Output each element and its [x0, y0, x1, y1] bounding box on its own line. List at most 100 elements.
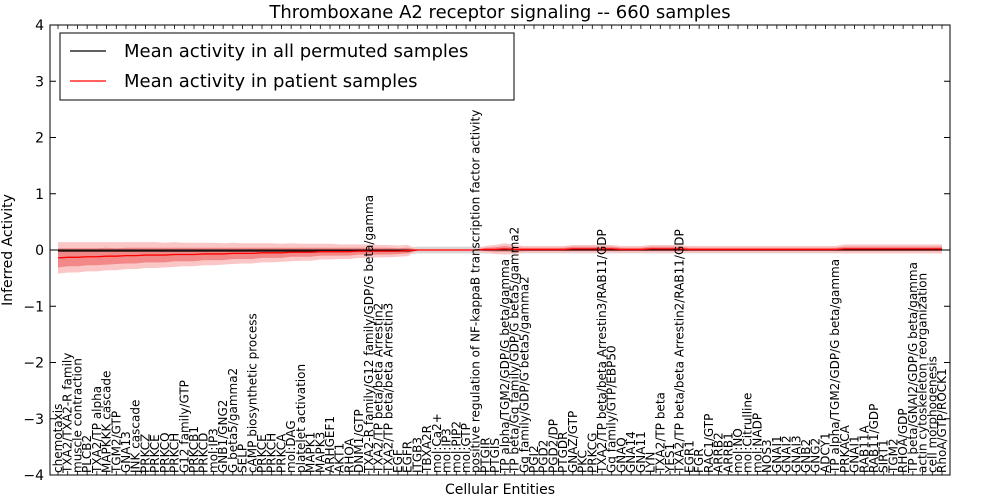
- entity-label: PRKCH: [265, 433, 279, 473]
- entity-label: RhoA/GTP/ROCK1: [935, 368, 949, 473]
- entity-label: TP beta/Gq family/GDP/G beta5/gamma2: [508, 227, 522, 474]
- entity-label: GNAI1: [770, 435, 784, 473]
- entity-label: PTGIS: [488, 438, 502, 473]
- entity-label: TGM2: [886, 438, 900, 474]
- entity-label: Gq family/GTP/EBP50: [605, 345, 619, 473]
- series-line-patient: [57, 248, 942, 259]
- entity-label: TXA2/TP beta/beta Arrestin3: [381, 303, 395, 474]
- y-tick-label: −1: [23, 299, 44, 315]
- entity-label: TP alpha/TGM2/GDP/G beta/gamma: [828, 259, 842, 474]
- entity-label: TXA2/TP beta/beta Arrestin3/RAB11/GDP: [595, 229, 609, 474]
- entity-label: NOS3: [760, 439, 774, 473]
- y-tick-label: −3: [23, 412, 44, 428]
- entity-label: mol:IP3: [440, 428, 454, 473]
- entity-label: Gq family/GDP/G beta5/gamma2: [517, 276, 531, 473]
- entity-label: PLCB2: [80, 435, 94, 473]
- entity-label: MAPK3: [313, 432, 327, 473]
- entity-label: DNM1/GTP: [352, 409, 366, 473]
- entity-label: PKC: [576, 450, 590, 473]
- entity-label: RAC1/GTP: [702, 414, 716, 473]
- entity-label: PRKCB1: [187, 426, 201, 473]
- entity-label: cell morphogenesis: [925, 356, 939, 473]
- y-axis: −4 −3 −2 −1 0 1 2 3 4: [23, 18, 950, 484]
- y-tick-label: −4: [23, 468, 44, 484]
- entity-label: G beta5/gamma2: [226, 368, 240, 473]
- entity-label: PRKCA: [274, 433, 288, 473]
- entity-label: GNAI2: [780, 435, 794, 473]
- x-axis: [57, 25, 943, 475]
- entity-label: PRKCG: [585, 433, 599, 473]
- entity-label: TBXA2R: [420, 425, 434, 474]
- entity-label: TP alpha/TGM2/GDP/G beta/gamma: [498, 259, 512, 474]
- entity-label: PTGDR: [556, 432, 570, 473]
- entity-label: mol:Citrulline: [741, 393, 755, 473]
- entity-label: GNB2: [799, 439, 813, 473]
- entity-label: PRKACA: [838, 424, 852, 473]
- entity-label: MAPKKK cascade: [100, 371, 114, 473]
- entity-label: TXA2/TP beta/beta Arrestin2/RAB11/GDP: [673, 229, 687, 474]
- entity-label: YES1: [663, 443, 677, 474]
- y-tick-label: 3: [35, 74, 44, 90]
- entity-label: GNG2: [809, 438, 823, 473]
- entity-label: mol:IP3: [206, 428, 220, 473]
- entity-label: TXA2-R family/G12 family/GDP/G beta/gamm…: [362, 195, 376, 474]
- entity-label: TGM2/GTP: [109, 411, 123, 474]
- entity-label: PTGIR: [478, 437, 492, 473]
- entity-label: GNA13: [119, 431, 133, 473]
- entity-label: chemotaxis: [51, 404, 65, 473]
- x-axis-label: Cellular Entities: [445, 482, 555, 498]
- entity-label: GNB1/GNG2: [216, 400, 230, 473]
- entity-label: EGF: [391, 449, 405, 473]
- entity-label: RAB11/GDP: [867, 404, 881, 473]
- entity-label: PGI2: [527, 445, 541, 473]
- y-axis-label: Inferred Activity: [0, 194, 16, 306]
- entity-label: RHOA: [342, 437, 356, 473]
- entity-label: PRKCZ: [138, 434, 152, 473]
- entity-label: muscle contraction: [70, 358, 84, 473]
- entity-label: MAPK1: [304, 432, 318, 473]
- entity-label: ADCY1: [818, 432, 832, 473]
- entity-label: TP beta/GNAI2/GDP/G beta/gamma: [906, 262, 920, 474]
- entity-label: positive regulation of NF-kappaB transcr…: [469, 110, 483, 473]
- entity-label: ITGB3: [410, 437, 424, 473]
- entity-label: RHOA/GDP: [896, 408, 910, 473]
- entity-label: GNA14: [624, 431, 638, 473]
- entity-label: mol:PIP2: [449, 421, 463, 473]
- entity-label: mol:Ca2+: [430, 413, 444, 473]
- entity-label: SELP: [236, 444, 250, 473]
- entity-label: mol:NADP: [750, 413, 764, 473]
- y-tick-label: 1: [35, 187, 44, 203]
- entity-label: actin cytoskeleton reorganization: [916, 273, 930, 473]
- entity-label: ARRB2: [712, 432, 726, 473]
- entity-label: mol:GTP: [459, 423, 473, 473]
- entity-label: RAB11A: [857, 424, 871, 473]
- entity-label: TXA2/TP beta/beta Arrestin2: [372, 303, 386, 474]
- plot-area: [50, 242, 950, 274]
- entity-label: mol:DAG: [284, 420, 298, 473]
- legend-label-patient: Mean activity in patient samples: [124, 71, 418, 92]
- legend-label-permuted: Mean activity in all permuted samples: [124, 41, 468, 62]
- entity-label: G12 family/GTP: [177, 380, 191, 473]
- y-tick-label: 4: [35, 18, 44, 34]
- entity-label: LYN: [644, 452, 658, 473]
- entity-label: TXA2/TP alpha: [90, 386, 104, 474]
- entity-label: platelet activation: [294, 364, 308, 473]
- y-tick-label: 0: [35, 243, 44, 259]
- entity-label: EGR1: [682, 440, 696, 473]
- chart-title: Thromboxane A2 receptor signaling -- 660…: [268, 2, 730, 23]
- entity-label: GNAQ: [614, 437, 628, 473]
- entity-label: EGFR: [401, 441, 415, 473]
- entity-label: PGD2/DP: [546, 419, 560, 473]
- entity-label: GNA11: [634, 431, 648, 473]
- entity-label: PRKCQ: [158, 432, 172, 473]
- entity-label: SIRT1: [877, 439, 891, 473]
- entity-label: GNAI1: [848, 435, 862, 473]
- entity-label: PRKCE: [255, 434, 269, 473]
- entity-label: mol:NO: [731, 428, 745, 473]
- entity-label: ARRB1: [721, 432, 735, 473]
- entity-label: cAMP biosynthetic process: [245, 313, 259, 473]
- entity-label: JNK cascade: [129, 400, 143, 474]
- entity-label: TXA2/TXA2-R family: [61, 353, 75, 474]
